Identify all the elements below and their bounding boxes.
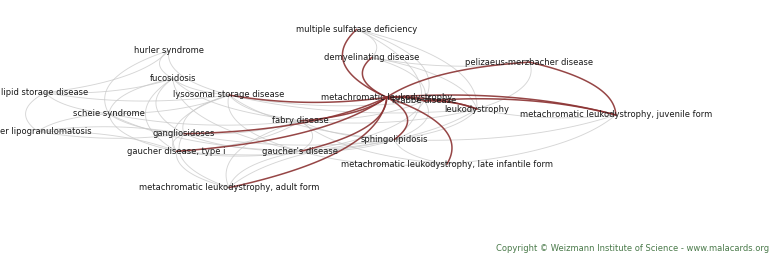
Text: gaucher's disease: gaucher's disease: [262, 147, 338, 156]
Text: fabry disease: fabry disease: [272, 116, 329, 125]
Text: lysosomal storage disease: lysosomal storage disease: [173, 91, 285, 100]
Text: farber lipogranulomatosis: farber lipogranulomatosis: [0, 127, 92, 136]
Text: demyelinating disease: demyelinating disease: [324, 53, 419, 62]
Text: metachromatic leukodystrophy, late infantile form: metachromatic leukodystrophy, late infan…: [341, 160, 553, 169]
Text: metachromatic leukodystrophy, juvenile form: metachromatic leukodystrophy, juvenile f…: [519, 110, 712, 119]
Text: scheie syndrome: scheie syndrome: [73, 109, 144, 118]
Text: krabbe disease: krabbe disease: [392, 96, 456, 105]
Text: metachromatic leukodystrophy, adult form: metachromatic leukodystrophy, adult form: [139, 183, 319, 192]
Text: gaucher disease, type i: gaucher disease, type i: [127, 147, 226, 156]
Text: multiple sulfatase deficiency: multiple sulfatase deficiency: [296, 25, 417, 34]
Text: fucosidosis: fucosidosis: [149, 74, 196, 83]
Text: pelizaeus-merzbacher disease: pelizaeus-merzbacher disease: [465, 58, 594, 67]
Text: Copyright © Weizmann Institute of Science - www.malacards.org: Copyright © Weizmann Institute of Scienc…: [496, 244, 769, 253]
Text: gangliosidoses: gangliosidoses: [153, 129, 216, 138]
Text: leukodystrophy: leukodystrophy: [444, 104, 509, 114]
Text: hurler syndrome: hurler syndrome: [134, 46, 204, 55]
Text: metachromatic leukodystrophy: metachromatic leukodystrophy: [321, 93, 452, 102]
Text: sphingolipidosis: sphingolipidosis: [361, 135, 428, 144]
Text: lipid storage disease: lipid storage disease: [2, 88, 89, 97]
